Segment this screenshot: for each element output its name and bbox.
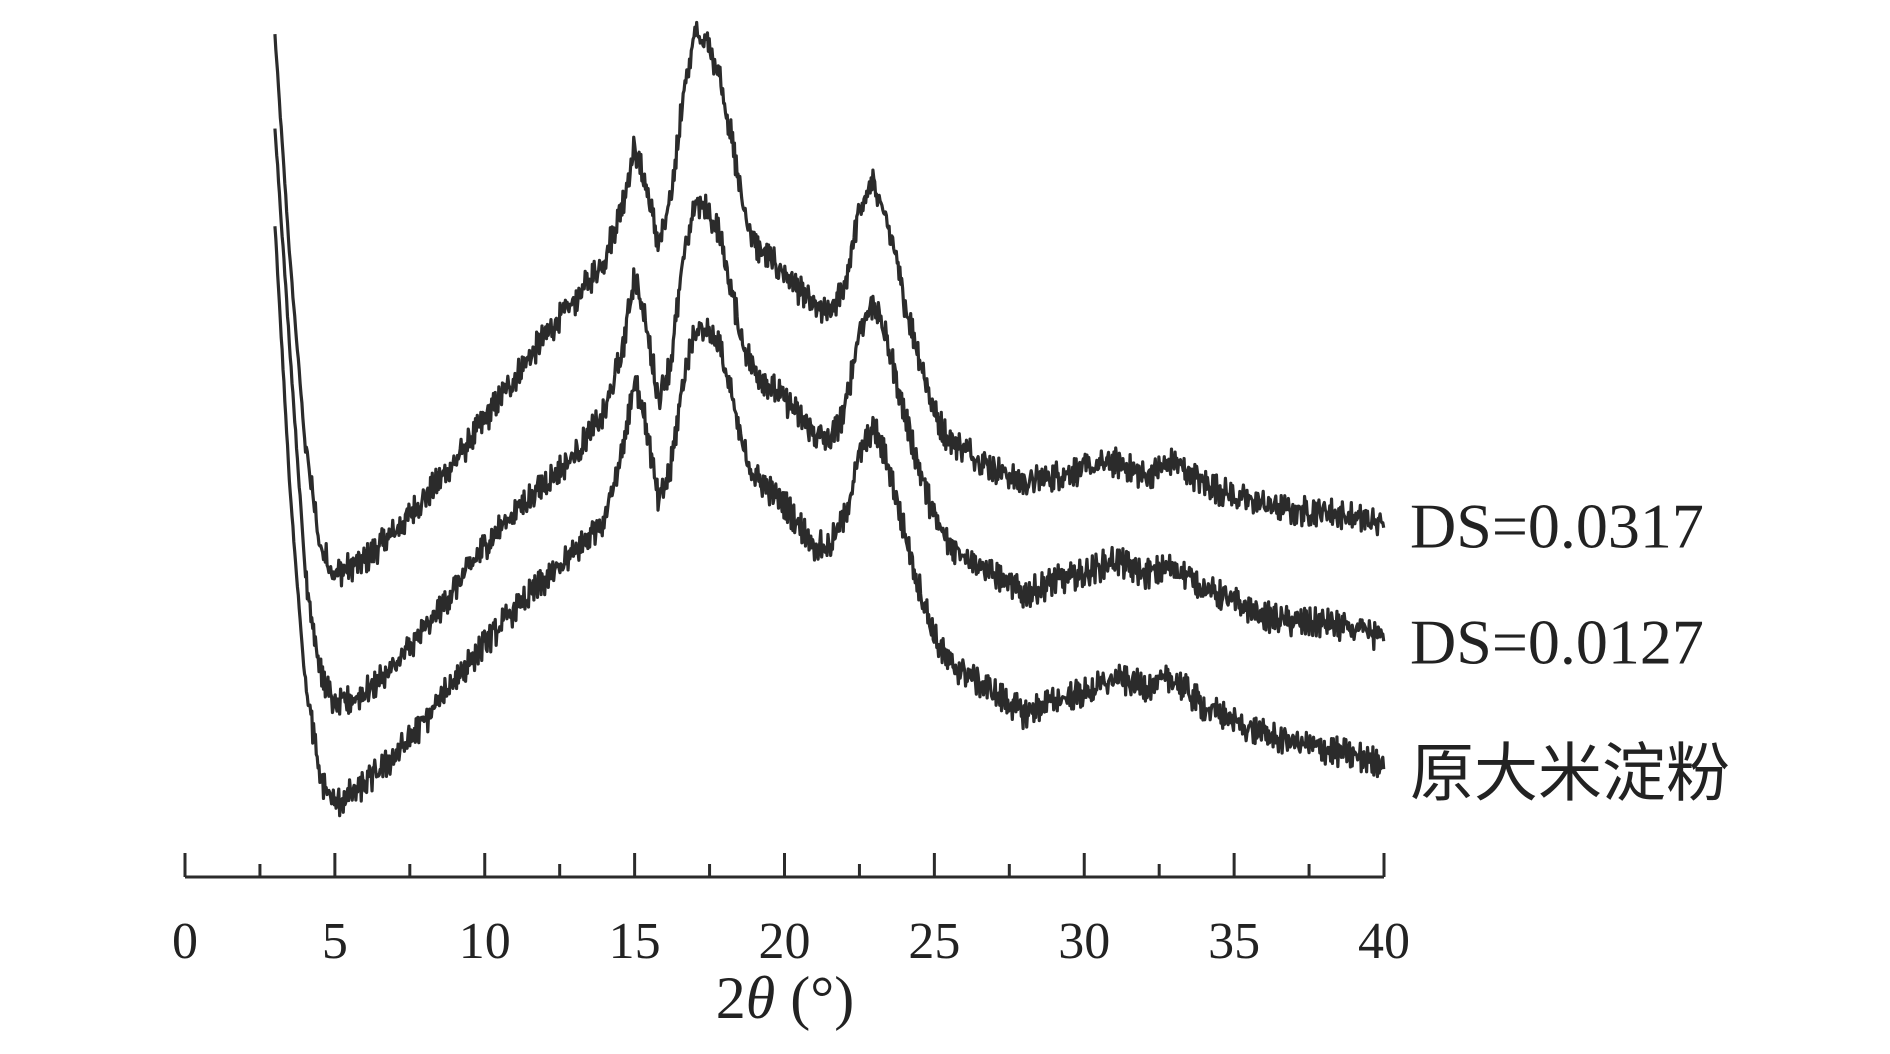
x-tick-label: 20 [759, 913, 811, 970]
series-label: DS=0.0317 [1410, 491, 1704, 562]
x-ticks [183, 853, 1386, 877]
x-tick-label: 25 [908, 913, 960, 970]
series-line [273, 20, 1386, 588]
x-axis-title: 2θ (°) [716, 965, 854, 1031]
x-tick-label: 10 [459, 913, 511, 970]
series-line [273, 128, 1386, 716]
x-tick-label: 15 [609, 913, 661, 970]
x-tick-label: 0 [172, 913, 198, 970]
x-tick-labels: 0 5 10 15 20 25 30 35 40 [172, 913, 1410, 970]
series-labels: DS=0.0317 DS=0.0127 原大米淀粉 [1410, 491, 1730, 810]
series-label: 原大米淀粉 [1410, 739, 1730, 810]
series-label: DS=0.0127 [1410, 607, 1704, 678]
x-tick-label: 35 [1208, 913, 1260, 970]
series-line [273, 226, 1386, 818]
x-tick-label: 30 [1058, 913, 1110, 970]
x-tick-label: 40 [1358, 913, 1410, 970]
x-tick-label: 5 [322, 913, 348, 970]
traces [273, 20, 1386, 818]
x-axis: 0 5 10 15 20 25 30 35 40 [172, 853, 1410, 970]
